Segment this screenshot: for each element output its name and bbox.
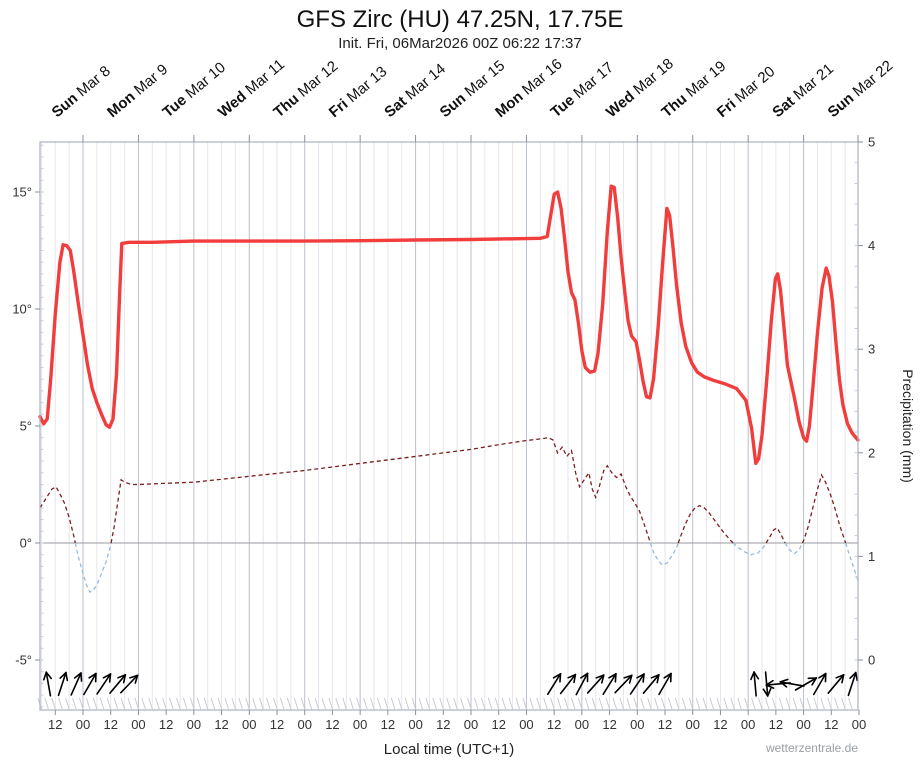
temp-tick-label: 10° xyxy=(12,302,32,317)
time-tick-label: 00 xyxy=(796,717,810,732)
time-tick-label: 12 xyxy=(769,717,783,732)
time-tick-label: 00 xyxy=(630,717,644,732)
time-tick-label: 12 xyxy=(602,717,616,732)
time-tick-label: 00 xyxy=(353,717,367,732)
time-tick-label: 12 xyxy=(159,717,173,732)
chart-title: GFS Zirc (HU) 47.25N, 17.75E xyxy=(297,6,624,33)
time-tick-label: 12 xyxy=(270,717,284,732)
axis-ticks xyxy=(35,135,863,715)
time-tick-label: 12 xyxy=(824,717,838,732)
day-label: Mon Mar 9 xyxy=(104,61,171,121)
precip-tick-label: 2 xyxy=(868,445,875,460)
time-tick-label: 00 xyxy=(852,717,866,732)
plot-frame xyxy=(40,142,858,710)
temp-tick-label: 0° xyxy=(20,536,32,551)
time-tick-label: 12 xyxy=(325,717,339,732)
temp-tick-label: 5° xyxy=(20,419,32,434)
precip-tick-label: 4 xyxy=(868,238,875,253)
time-tick-label: 12 xyxy=(547,717,561,732)
day-label: Sun Mar 22 xyxy=(825,57,897,121)
time-tick-label: 12 xyxy=(491,717,505,732)
time-tick-label: 00 xyxy=(686,717,700,732)
precip-tick-label: 3 xyxy=(868,342,875,357)
time-tick-label: 12 xyxy=(713,717,727,732)
time-tick-label: 12 xyxy=(381,717,395,732)
time-tick-label: 00 xyxy=(131,717,145,732)
time-tick-label: 12 xyxy=(214,717,228,732)
time-tick-label: 00 xyxy=(575,717,589,732)
precip-tick-label: 5 xyxy=(868,135,875,150)
precip-tick-label: 0 xyxy=(868,653,875,668)
x-axis-title: Local time (UTC+1) xyxy=(384,741,514,758)
time-tick-label: 00 xyxy=(519,717,533,732)
time-tick-label: 00 xyxy=(187,717,201,732)
minor-ticks xyxy=(40,145,858,707)
time-tick-label: 12 xyxy=(103,717,117,732)
dewpoint-line xyxy=(40,438,858,592)
time-tick-label: 12 xyxy=(658,717,672,732)
chart-subtitle: Init. Fri, 06Mar2026 00Z 06:22 17:37 xyxy=(338,35,581,52)
time-tick-label: 12 xyxy=(436,717,450,732)
day-label: Sun Mar 8 xyxy=(49,62,114,121)
calm-tick-comb xyxy=(38,698,852,709)
time-tick-label: 00 xyxy=(242,717,256,732)
time-tick-label: 00 xyxy=(464,717,478,732)
time-tick-label: 12 xyxy=(48,717,62,732)
time-tick-label: 00 xyxy=(741,717,755,732)
time-tick-label: 00 xyxy=(76,717,90,732)
precip-tick-label: 1 xyxy=(868,549,875,564)
temp-tick-label: -5° xyxy=(15,653,32,668)
right-axis-title: Precipitation (mm) xyxy=(900,369,916,483)
gridlines xyxy=(41,142,845,710)
time-tick-label: 00 xyxy=(408,717,422,732)
time-tick-label: 00 xyxy=(297,717,311,732)
watermark: wetterzentrale.de xyxy=(765,741,858,755)
temp-tick-label: 15° xyxy=(12,185,32,200)
temperature-line xyxy=(40,186,858,463)
